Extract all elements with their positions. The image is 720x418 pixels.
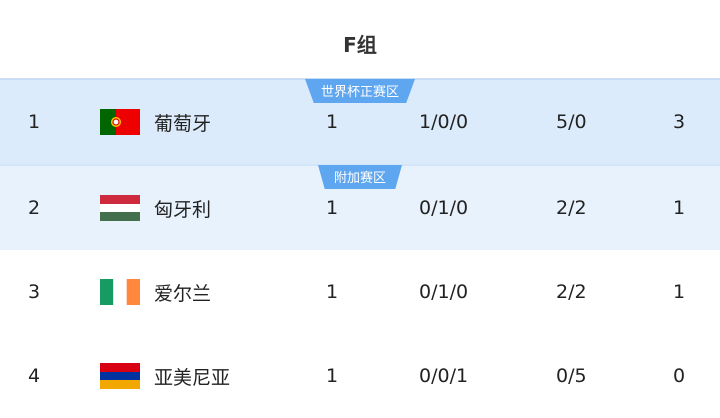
points: 3 bbox=[673, 111, 686, 133]
table-row[interactable]: 世界杯正赛区 1 葡萄牙 1 1/0/0 5/0 3 bbox=[0, 78, 720, 164]
team-name[interactable]: 爱尔兰 bbox=[154, 282, 212, 305]
rank: 1 bbox=[28, 111, 41, 133]
group-title: F组 bbox=[343, 33, 377, 57]
win-draw-loss: 0/1/0 bbox=[419, 197, 469, 219]
win-draw-loss: 0/0/1 bbox=[419, 365, 469, 387]
points: 0 bbox=[673, 365, 686, 387]
zone-badge: 世界杯正赛区 bbox=[304, 79, 416, 103]
played: 1 bbox=[326, 365, 339, 387]
hungary-flag-icon bbox=[100, 195, 140, 221]
win-draw-loss: 1/0/0 bbox=[419, 111, 469, 133]
armenia-flag-icon bbox=[100, 363, 140, 389]
played: 1 bbox=[326, 197, 339, 219]
team-name[interactable]: 亚美尼亚 bbox=[154, 366, 231, 389]
rank: 2 bbox=[28, 197, 41, 219]
ireland-flag-icon bbox=[100, 279, 140, 305]
played: 1 bbox=[326, 281, 339, 303]
goals: 2/2 bbox=[556, 281, 587, 303]
rank: 3 bbox=[28, 281, 41, 303]
goals: 2/2 bbox=[556, 197, 587, 219]
table-row[interactable]: 附加赛区 2 匈牙利 1 0/1/0 2/2 1 bbox=[0, 164, 720, 250]
goals: 5/0 bbox=[556, 111, 587, 133]
table-row[interactable]: 3 爱尔兰 1 0/1/0 2/2 1 bbox=[0, 250, 720, 334]
table-row[interactable]: 4 亚美尼亚 1 0/0/1 0/5 0 bbox=[0, 334, 720, 418]
points: 1 bbox=[673, 281, 686, 303]
points: 1 bbox=[673, 197, 686, 219]
portugal-flag-icon bbox=[100, 109, 140, 135]
goals: 0/5 bbox=[556, 365, 587, 387]
played: 1 bbox=[326, 111, 339, 133]
win-draw-loss: 0/1/0 bbox=[419, 281, 469, 303]
team-name[interactable]: 匈牙利 bbox=[154, 198, 212, 221]
team-name[interactable]: 葡萄牙 bbox=[154, 112, 212, 135]
rank: 4 bbox=[28, 365, 41, 387]
zone-badge: 附加赛区 bbox=[317, 165, 403, 189]
